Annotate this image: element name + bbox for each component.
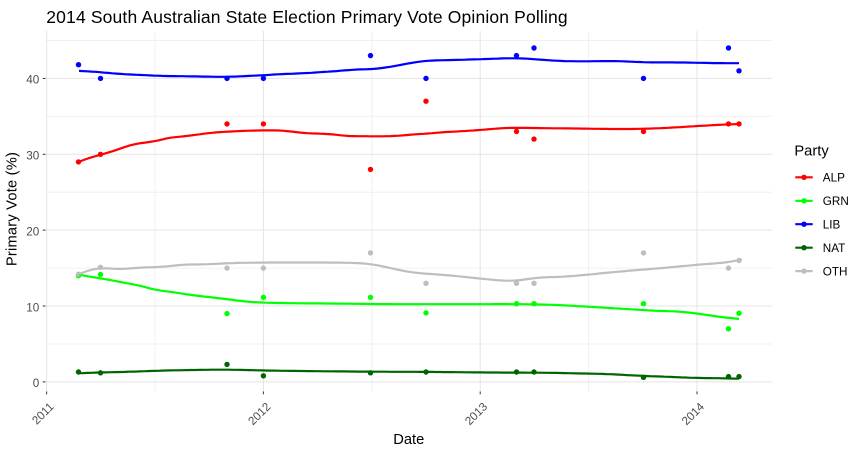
svg-text:2014 South Australian State El: 2014 South Australian State Election Pri… xyxy=(46,7,567,27)
svg-text:NAT: NAT xyxy=(823,242,846,255)
svg-text:OTH: OTH xyxy=(823,265,848,278)
svg-text:Date: Date xyxy=(393,432,424,448)
svg-text:10: 10 xyxy=(26,301,40,314)
svg-text:0: 0 xyxy=(33,377,40,390)
svg-text:20: 20 xyxy=(26,225,40,238)
svg-text:Primary Vote (%): Primary Vote (%) xyxy=(4,152,20,266)
svg-text:GRN: GRN xyxy=(823,195,849,208)
svg-text:40: 40 xyxy=(26,74,40,87)
svg-text:ALP: ALP xyxy=(823,172,845,185)
svg-text:LIB: LIB xyxy=(823,218,841,231)
svg-text:Party: Party xyxy=(794,144,829,160)
svg-text:30: 30 xyxy=(26,150,40,163)
